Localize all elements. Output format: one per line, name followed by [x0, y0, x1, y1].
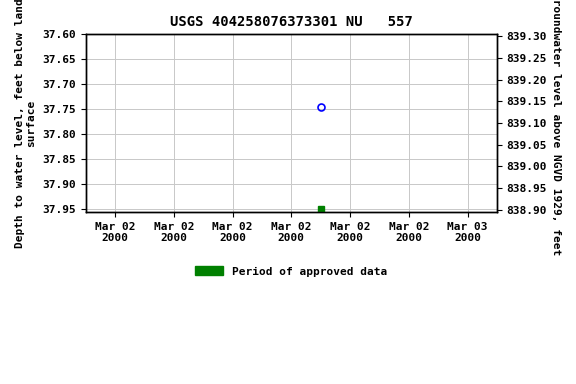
Title: USGS 404258076373301 NU   557: USGS 404258076373301 NU 557: [170, 15, 412, 29]
Y-axis label: Depth to water level, feet below land
surface: Depth to water level, feet below land su…: [15, 0, 37, 248]
Y-axis label: Groundwater level above NGVD 1929, feet: Groundwater level above NGVD 1929, feet: [551, 0, 561, 255]
Legend: Period of approved data: Period of approved data: [191, 262, 392, 281]
